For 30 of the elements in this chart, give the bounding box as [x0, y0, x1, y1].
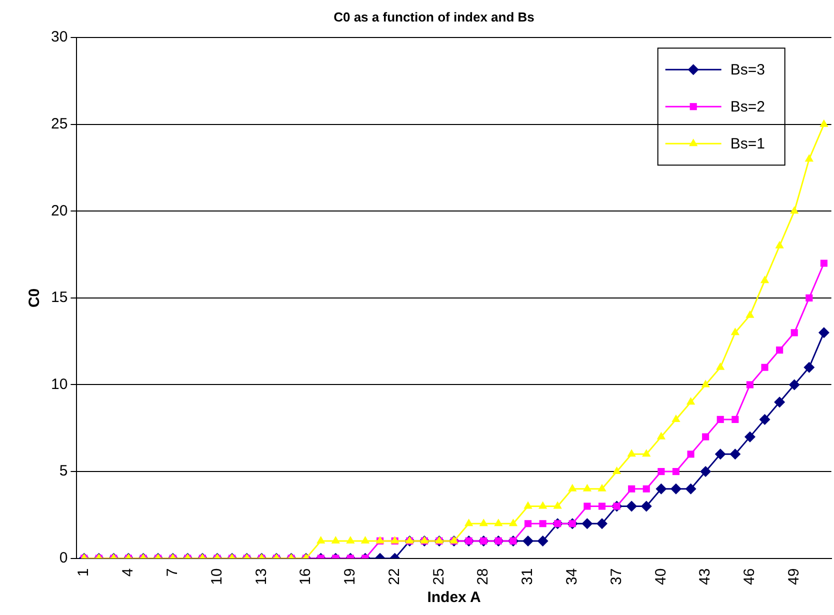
x-tick-label: 10: [208, 568, 226, 586]
y-tick-label: 30: [50, 28, 68, 46]
x-tick-label: 40: [652, 568, 670, 586]
y-tick-label: 10: [50, 376, 68, 393]
y-tick-label: 0: [59, 549, 68, 566]
y-tick-label: 25: [50, 116, 68, 133]
x-tick-label: 19: [342, 568, 359, 586]
x-tick-label: 34: [564, 568, 581, 586]
x-tick-label: 7: [164, 568, 182, 577]
x-tick-label: 25: [430, 568, 448, 586]
y-axis-title: C0: [26, 288, 44, 308]
y-tick-label: 20: [50, 202, 68, 220]
x-tick-label: 1: [75, 568, 92, 577]
y-tick-label: 15: [50, 289, 68, 306]
x-tick-label: 37: [608, 568, 625, 586]
chart-title: C0 as a function of index and Bs: [334, 9, 534, 24]
x-tick-label: 16: [297, 568, 314, 586]
x-tick-label: 46: [741, 568, 758, 586]
x-tick-label: 22: [386, 568, 403, 586]
x-tick-label: 49: [785, 568, 802, 586]
x-tick-label: 31: [519, 568, 536, 586]
legend-label: Bs=3: [730, 62, 765, 79]
x-tick-label: 13: [252, 568, 270, 586]
x-tick-label: 28: [474, 568, 492, 586]
y-tick-label: 5: [59, 462, 68, 480]
x-axis-title: Index A: [427, 589, 481, 606]
x-tick-label: 43: [696, 568, 714, 586]
legend-label: Bs=2: [730, 98, 765, 116]
x-tick-label: 4: [120, 568, 137, 577]
legend-label: Bs=1: [730, 136, 765, 153]
